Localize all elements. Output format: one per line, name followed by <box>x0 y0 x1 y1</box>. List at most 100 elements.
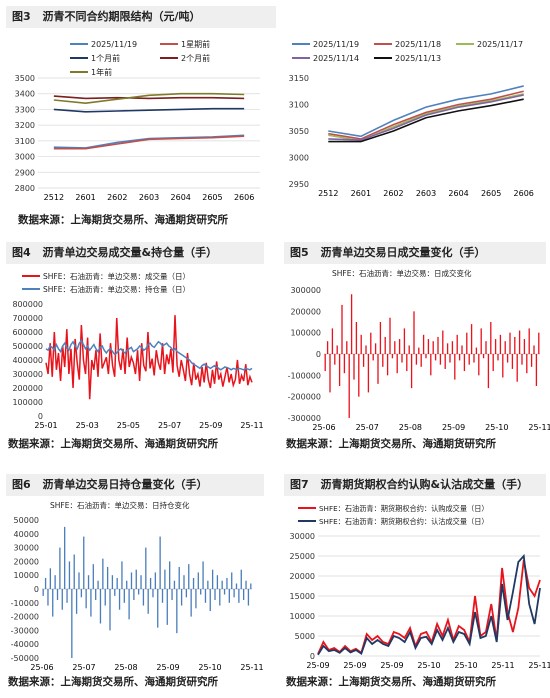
fig6-bar <box>166 589 168 625</box>
fig7-xtick-label: 25-11 <box>528 661 550 670</box>
fig3a-xtick-label: 2606 <box>234 193 254 202</box>
fig6-bar <box>173 580 176 589</box>
fig7-xtick-label: 25-11 <box>491 661 514 670</box>
fig6-bar <box>180 589 183 606</box>
fig6-bar <box>245 580 247 589</box>
fig6-bar <box>106 566 109 589</box>
fig3b-xtick-label: 2601 <box>351 189 371 198</box>
fig4-series-line <box>45 315 253 400</box>
fig6-bar <box>169 561 171 589</box>
fig6-bar <box>226 577 228 589</box>
fig3b-xtick-label: 2603 <box>416 189 436 198</box>
fig5-bar <box>504 341 506 354</box>
fig6-bar <box>188 564 190 589</box>
fig3b-ytick-label: 3150 <box>289 74 309 83</box>
fig5-bar <box>422 334 425 354</box>
fig5-xtick-label: 25-11 <box>528 423 550 432</box>
fig4-ytick-label: 100000 <box>12 398 43 407</box>
fig7-series-line <box>317 553 541 656</box>
fig3a-ytick-label: 3500 <box>15 74 35 83</box>
fig3a-ytick-label: 3400 <box>15 90 35 99</box>
fig3a-legend-label: 2025/11/19 <box>91 40 137 49</box>
fig6-bar <box>214 589 216 601</box>
fig7-title: 沥青期货期权合约认购&认沽成交量（手） <box>320 478 529 491</box>
fig5-bar <box>408 345 410 354</box>
fig6-bar <box>49 568 52 589</box>
fig5-bar <box>470 324 473 354</box>
fig7-xtick-label: 25-10 <box>454 661 477 670</box>
fig3b-xtick-label: 2606 <box>514 189 534 198</box>
fig3a-series-line <box>53 135 245 150</box>
fig3a-xtick-label: 2601 <box>75 193 95 202</box>
fig6-bar <box>95 589 97 601</box>
fig6-bar <box>104 589 106 606</box>
fig5-bar <box>346 341 348 354</box>
fig6-bar <box>149 577 152 589</box>
fig6-bar <box>75 589 78 614</box>
fig6-bar <box>92 564 94 589</box>
fig6-bar <box>140 575 142 589</box>
fig5-bar <box>535 354 538 386</box>
fig6-header: 图6 沥青单边交易日持仓量变化（手） <box>6 474 264 496</box>
fig6-bar <box>52 589 54 617</box>
fig6-source: 数据来源：上海期货交易所、海通期货研究所 <box>8 676 218 688</box>
fig3a-ytick-label: 3200 <box>15 121 35 130</box>
fig6-ytick-label: 40000 <box>14 530 39 539</box>
fig5-bar <box>418 347 420 354</box>
fig5-bar <box>521 354 523 365</box>
fig5-bar <box>432 341 434 354</box>
fig3-source: 数据来源：上海期货交易所、海通期货研究所 <box>18 214 228 226</box>
fig6-bar <box>200 589 202 595</box>
fig6-bar <box>47 589 49 606</box>
fig7-ytick-label: 0 <box>310 652 315 661</box>
fig3a-series-line <box>53 92 245 104</box>
fig5-bar <box>343 354 346 374</box>
fig5-label: 图5 <box>290 246 309 259</box>
fig7-ytick-label: 25000 <box>290 552 315 561</box>
fig5-bar <box>355 322 358 354</box>
fig5-bar <box>338 354 341 386</box>
fig7-source: 数据来源：上海期货交易所、海通期货研究所 <box>286 676 496 688</box>
fig6-bar <box>61 589 63 610</box>
fig6-bar <box>231 572 233 589</box>
fig6-chart: -50000 -40000 -30000 -20000 -10000 0 10000 2000… <box>11 500 264 672</box>
fig6-bar <box>223 589 226 595</box>
fig5-legend-label: SHFE：石油沥青：单边交易：日成交变化 <box>332 268 472 278</box>
fig4-title: 沥青单边交易成交量&持仓量（手） <box>42 246 218 259</box>
fig5-bar <box>509 332 511 354</box>
fig6-legend-label: SHFE：石油沥青：单边交易：日持仓变化 <box>50 500 190 510</box>
fig4-label: 图4 <box>12 246 31 259</box>
fig3a-ytick-label: 3100 <box>15 137 35 146</box>
fig5-bar <box>348 354 350 418</box>
fig3b-ytick-label: 2950 <box>289 180 309 189</box>
fig6-bar <box>152 589 154 598</box>
fig5-bar <box>437 336 439 354</box>
fig6-bar <box>185 589 188 598</box>
fig4-ytick-label: 600000 <box>12 328 43 337</box>
fig5-bar <box>454 354 456 380</box>
fig3b-series-line <box>328 94 524 141</box>
fig6-xtick-label: 25-07 <box>72 663 95 672</box>
fig6-bar <box>123 589 125 603</box>
fig6-bar <box>171 589 173 601</box>
fig3-title: 沥青不同合约期限结构（元/吨） <box>42 10 201 23</box>
fig4-ytick-label: 700000 <box>12 314 43 323</box>
fig6-bar <box>190 589 192 617</box>
fig4-xtick-label: 25-05 <box>117 421 140 430</box>
fig6-bar <box>216 575 219 589</box>
fig5-xtick-label: 25-09 <box>442 423 465 432</box>
fig5-bar <box>324 354 326 372</box>
fig6-ytick-label: 0 <box>34 585 39 594</box>
fig6-bar <box>164 569 166 589</box>
fig5-bar <box>502 354 504 378</box>
fig6-bar <box>111 575 114 589</box>
fig7-header: 图7 沥青期货期权合约认购&认沽成交量（手） <box>284 474 546 496</box>
fig4-header: 图4 沥青单边交易成交量&持仓量（手） <box>6 242 264 264</box>
fig6-bar <box>99 589 102 624</box>
fig6-bar <box>247 589 250 606</box>
fig5-title: 沥青单边交易日成交量变化（手） <box>320 246 486 259</box>
fig5-bar <box>533 345 535 354</box>
fig6-bar <box>183 575 185 589</box>
fig3a-ytick-label: 2900 <box>15 168 35 177</box>
fig6-xtick-label: 25-06 <box>30 663 53 672</box>
